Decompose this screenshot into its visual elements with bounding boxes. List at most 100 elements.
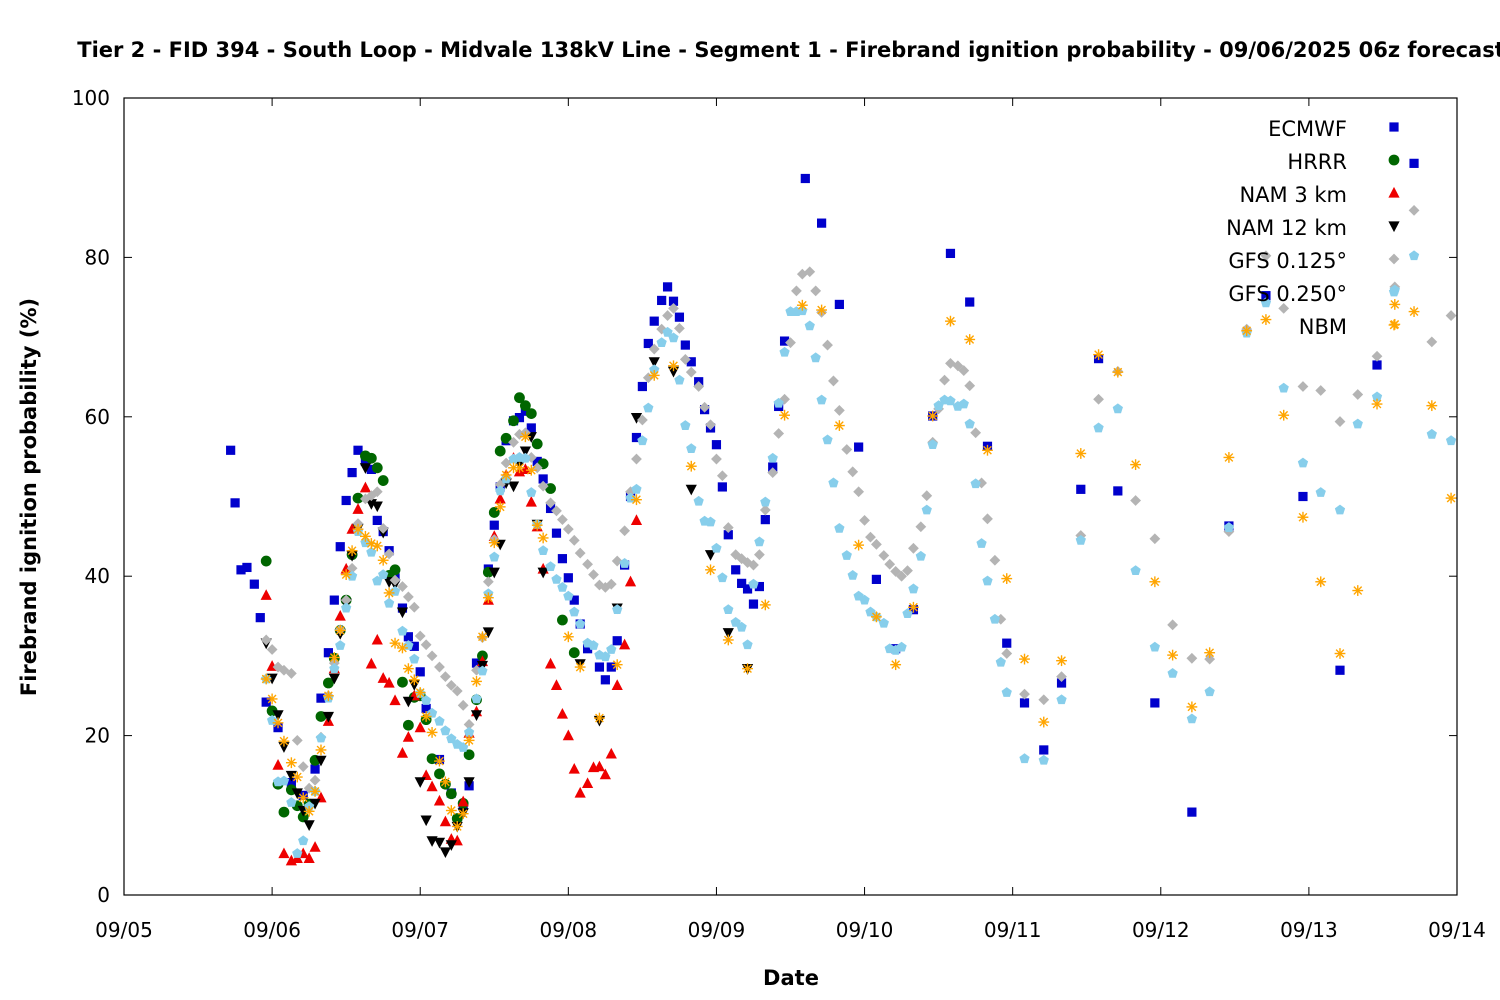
data-point bbox=[1389, 299, 1401, 310]
data-point bbox=[526, 423, 536, 433]
data-point bbox=[389, 694, 401, 706]
data-point bbox=[662, 282, 673, 292]
data-point bbox=[1261, 291, 1271, 301]
data-point bbox=[489, 551, 500, 562]
legend-label: NAM 3 km bbox=[1239, 183, 1347, 207]
data-point bbox=[408, 674, 420, 686]
data-point bbox=[377, 672, 389, 683]
data-point bbox=[260, 634, 272, 646]
data-point bbox=[612, 636, 622, 646]
data-point bbox=[335, 640, 346, 650]
data-point bbox=[834, 522, 845, 533]
data-point bbox=[526, 487, 537, 497]
data-point bbox=[1149, 533, 1161, 545]
data-point bbox=[680, 420, 691, 430]
data-point bbox=[286, 797, 297, 807]
data-point bbox=[1426, 336, 1438, 348]
data-point bbox=[964, 418, 975, 429]
data-point bbox=[1186, 701, 1198, 713]
data-point bbox=[402, 731, 414, 742]
data-point bbox=[722, 628, 734, 639]
data-point bbox=[1408, 250, 1420, 261]
data-point bbox=[414, 721, 426, 733]
legend-label: NBM bbox=[1299, 315, 1347, 339]
data-point bbox=[445, 788, 457, 800]
data-point bbox=[847, 570, 858, 580]
data-point bbox=[414, 630, 426, 642]
data-point bbox=[865, 531, 876, 543]
data-point bbox=[722, 522, 734, 533]
data-point bbox=[329, 663, 340, 674]
data-point bbox=[668, 296, 679, 306]
data-point bbox=[471, 676, 482, 687]
data-point bbox=[360, 530, 371, 542]
data-point bbox=[748, 559, 759, 571]
data-point bbox=[896, 570, 907, 582]
data-point bbox=[1335, 665, 1345, 675]
data-point bbox=[1093, 393, 1104, 405]
data-point bbox=[426, 780, 438, 792]
data-point bbox=[402, 719, 414, 731]
data-point bbox=[804, 320, 815, 331]
data-point bbox=[1334, 504, 1346, 515]
data-point bbox=[451, 813, 463, 824]
data-point bbox=[853, 539, 865, 551]
data-point bbox=[451, 685, 463, 697]
legend-entry: NBM bbox=[1299, 315, 1400, 339]
data-point bbox=[1426, 400, 1438, 412]
data-point bbox=[915, 521, 927, 533]
data-point bbox=[1315, 385, 1327, 396]
legend-entry: GFS 0.250° bbox=[1228, 282, 1400, 306]
data-point bbox=[878, 550, 890, 561]
data-point bbox=[1352, 418, 1363, 429]
series-3 bbox=[260, 357, 754, 859]
data-point bbox=[1130, 565, 1141, 575]
data-point bbox=[816, 394, 827, 405]
data-point bbox=[871, 611, 882, 623]
data-point bbox=[668, 332, 679, 343]
data-point bbox=[1019, 698, 1030, 708]
legend-label: HRRR bbox=[1287, 150, 1347, 174]
data-point bbox=[426, 707, 438, 718]
data-point bbox=[611, 555, 623, 567]
data-point bbox=[372, 515, 382, 526]
data-point bbox=[488, 567, 500, 579]
data-point bbox=[494, 445, 506, 457]
data-point bbox=[397, 581, 408, 592]
data-point bbox=[1019, 688, 1030, 700]
data-point bbox=[415, 667, 425, 677]
data-point bbox=[408, 601, 420, 613]
data-point bbox=[594, 662, 605, 672]
data-point bbox=[1260, 297, 1272, 308]
data-point bbox=[463, 727, 475, 737]
data-point bbox=[1408, 306, 1420, 317]
data-point bbox=[445, 840, 457, 851]
x-tick-label: 09/11 bbox=[984, 918, 1042, 942]
legend-label: NAM 12 km bbox=[1226, 216, 1347, 240]
data-point bbox=[662, 326, 673, 337]
data-point bbox=[377, 522, 389, 534]
data-point bbox=[574, 786, 586, 798]
data-point bbox=[545, 561, 556, 571]
data-point bbox=[1352, 585, 1364, 596]
data-point bbox=[396, 607, 409, 619]
data-point bbox=[383, 676, 395, 688]
data-point bbox=[908, 542, 919, 554]
data-point bbox=[674, 312, 685, 322]
data-point bbox=[927, 410, 939, 422]
data-point bbox=[643, 402, 654, 413]
data-point bbox=[403, 632, 413, 642]
data-point bbox=[1002, 638, 1012, 648]
y-tick-label: 20 bbox=[85, 724, 110, 748]
data-point bbox=[705, 564, 716, 576]
data-point bbox=[463, 777, 475, 788]
data-point bbox=[309, 798, 321, 810]
data-point bbox=[800, 173, 810, 184]
data-point bbox=[226, 445, 236, 455]
data-point bbox=[286, 778, 296, 788]
data-point bbox=[834, 299, 844, 310]
data-point bbox=[630, 514, 643, 526]
data-point bbox=[434, 755, 445, 767]
data-point bbox=[1039, 745, 1049, 755]
